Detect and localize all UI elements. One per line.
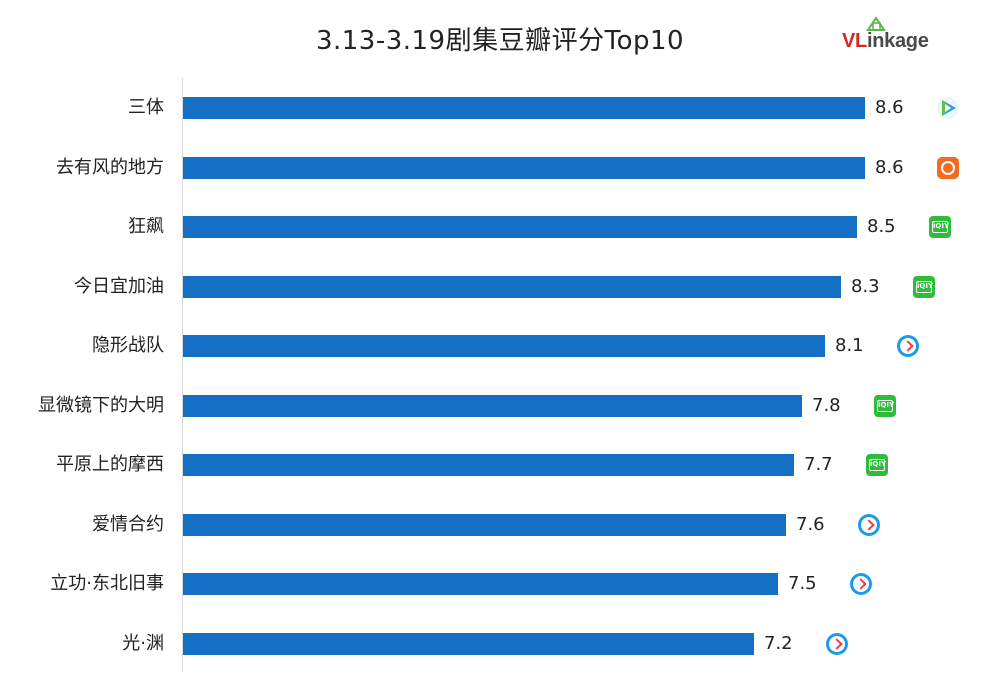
- youku-icon: [858, 514, 880, 536]
- category-label: 隐形战队: [92, 335, 164, 356]
- mango-tv-icon: [937, 157, 959, 179]
- bar: [183, 97, 865, 119]
- value-label: 7.6: [796, 514, 825, 535]
- vlinkage-logo: VLinkage: [842, 14, 952, 54]
- value-label: 8.1: [835, 335, 864, 356]
- value-label: 7.7: [804, 454, 833, 475]
- category-label: 爱情合约: [92, 514, 164, 535]
- bar: [183, 335, 825, 357]
- category-label: 光·渊: [122, 633, 164, 654]
- youku-icon: [897, 335, 919, 357]
- youku-icon: [826, 633, 848, 655]
- bar: [183, 633, 754, 655]
- logo-mark-icon: [866, 16, 886, 31]
- category-axis-line: [182, 78, 183, 672]
- iqiyi-icon: iQIY: [929, 216, 951, 238]
- value-label: 8.6: [875, 157, 904, 178]
- value-label: 7.5: [788, 573, 817, 594]
- logo-text: VLinkage: [842, 30, 929, 52]
- value-label: 7.2: [764, 633, 793, 654]
- bar: [183, 573, 778, 595]
- bar: [183, 216, 857, 238]
- category-label: 今日宜加油: [74, 276, 164, 297]
- iqiyi-icon: iQIY: [866, 454, 888, 476]
- tencent-video-icon: [937, 97, 959, 119]
- value-label: 8.6: [875, 97, 904, 118]
- category-label: 三体: [128, 97, 164, 118]
- bar: [183, 157, 865, 179]
- category-label: 去有风的地方: [56, 157, 164, 178]
- category-label: 显微镜下的大明: [38, 395, 164, 416]
- value-label: 8.3: [851, 276, 880, 297]
- chart-title: 3.13-3.19剧集豆瓣评分Top10: [315, 26, 685, 56]
- category-label: 平原上的摩西: [56, 454, 164, 475]
- bar: [183, 395, 802, 417]
- category-label: 狂飙: [128, 216, 164, 237]
- iqiyi-icon: iQIY: [913, 276, 935, 298]
- iqiyi-icon: iQIY: [874, 395, 896, 417]
- bar: [183, 514, 786, 536]
- youku-icon: [850, 573, 872, 595]
- value-label: 8.5: [867, 216, 896, 237]
- value-label: 7.8: [812, 395, 841, 416]
- bar: [183, 276, 841, 298]
- bar: [183, 454, 794, 476]
- category-label: 立功·东北旧事: [50, 573, 164, 594]
